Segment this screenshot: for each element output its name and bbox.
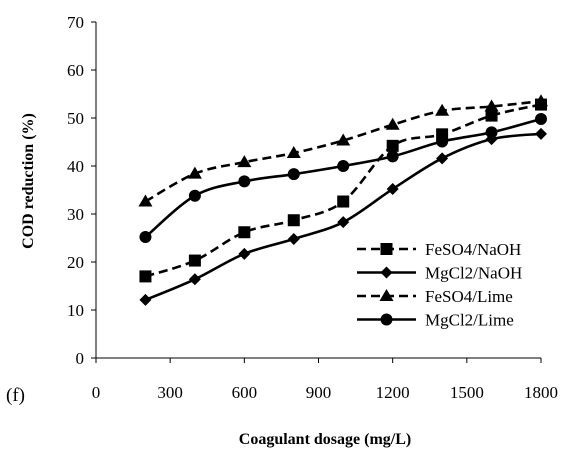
legend-label: MgCl2/Lime	[425, 311, 514, 330]
data-point-mgcl2-lime	[485, 126, 498, 139]
x-tick-label: 300	[157, 383, 183, 402]
series-feso4-lime	[138, 94, 548, 207]
plot-area	[138, 94, 548, 306]
data-point-mgcl2-naoh	[287, 232, 300, 245]
data-point-feso4-lime	[138, 194, 153, 207]
data-point-feso4-naoh	[188, 254, 201, 267]
data-point-feso4-lime	[187, 166, 202, 179]
data-point-feso4-lime	[435, 103, 450, 116]
data-point-mgcl2-naoh	[238, 247, 251, 260]
y-tick-label: 60	[67, 61, 84, 80]
data-point-feso4-naoh	[386, 139, 399, 152]
data-point-feso4-lime	[336, 133, 351, 146]
x-tick-label: 1800	[524, 383, 558, 402]
data-point-mgcl2-lime	[386, 150, 399, 163]
x-tick-label: 900	[306, 383, 332, 402]
y-tick-label: 0	[76, 349, 85, 368]
ticks: 0 10 20 30 40 50 60 70 0 300 600 900 1200 1500 1800	[67, 13, 558, 402]
legend-marker	[380, 243, 393, 255]
data-point-feso4-naoh	[337, 195, 350, 208]
data-point-mgcl2-naoh	[386, 183, 399, 196]
data-point-feso4-lime	[385, 117, 400, 130]
y-axis-title: COD reduction (%)	[20, 113, 37, 249]
series-line-feso4-lime	[144, 99, 542, 203]
y-tick-label: 10	[67, 301, 84, 320]
series-mgcl2-naoh	[139, 127, 547, 306]
data-point-feso4-lime	[286, 146, 301, 159]
legend-marker	[380, 266, 393, 279]
data-point-mgcl2-naoh	[188, 273, 201, 286]
legend-label: FeSO4/NaOH	[425, 240, 521, 259]
y-tick-label: 40	[67, 157, 84, 176]
data-point-feso4-lime	[237, 155, 252, 168]
y-tick-label: 50	[67, 109, 84, 128]
data-point-mgcl2-naoh	[436, 152, 449, 165]
x-tick-label: 0	[92, 383, 101, 402]
data-point-feso4-naoh	[287, 214, 300, 227]
legend-label: MgCl2/NaOH	[425, 264, 522, 283]
data-point-mgcl2-lime	[337, 160, 350, 172]
data-point-feso4-naoh	[139, 270, 152, 283]
data-point-mgcl2-naoh	[337, 216, 350, 229]
legend-item-feso4-naoh: FeSO4/NaOH	[357, 240, 521, 259]
data-point-feso4-naoh	[238, 226, 251, 239]
panel-label: (f)	[6, 385, 25, 406]
y-tick-label: 30	[67, 205, 84, 224]
data-point-mgcl2-lime	[535, 112, 547, 125]
data-point-mgcl2-naoh	[535, 127, 547, 140]
data-point-mgcl2-naoh	[139, 293, 152, 306]
data-point-mgcl2-lime	[287, 168, 300, 181]
series-mgcl2-lime	[139, 112, 547, 244]
legend-item-mgcl2-lime: MgCl2/Lime	[357, 311, 514, 330]
data-point-mgcl2-lime	[139, 231, 152, 244]
y-tick-label: 20	[67, 253, 84, 272]
x-tick-label: 1200	[376, 383, 410, 402]
legend-label: FeSO4/Lime	[425, 287, 513, 306]
x-tick-label: 600	[232, 383, 258, 402]
data-point-feso4-lime	[534, 94, 548, 107]
data-point-mgcl2-lime	[436, 135, 449, 148]
legend-marker	[379, 289, 394, 301]
data-point-mgcl2-lime	[188, 189, 201, 202]
legend-item-mgcl2-naoh: MgCl2/NaOH	[357, 264, 522, 283]
data-point-feso4-naoh	[485, 109, 498, 122]
data-point-mgcl2-lime	[238, 175, 251, 188]
data-point-feso4-lime	[484, 99, 499, 112]
legend: FeSO4/NaOH MgCl2/NaOH FeSO4/Lime MgCl2/Lime	[357, 240, 522, 330]
y-tick-label: 70	[67, 13, 84, 32]
x-tick-label: 1500	[450, 383, 484, 402]
x-axis-title: Coagulant dosage (mg/L)	[239, 431, 411, 448]
legend-item-feso4-lime: FeSO4/Lime	[357, 287, 513, 306]
legend-marker	[380, 313, 393, 326]
